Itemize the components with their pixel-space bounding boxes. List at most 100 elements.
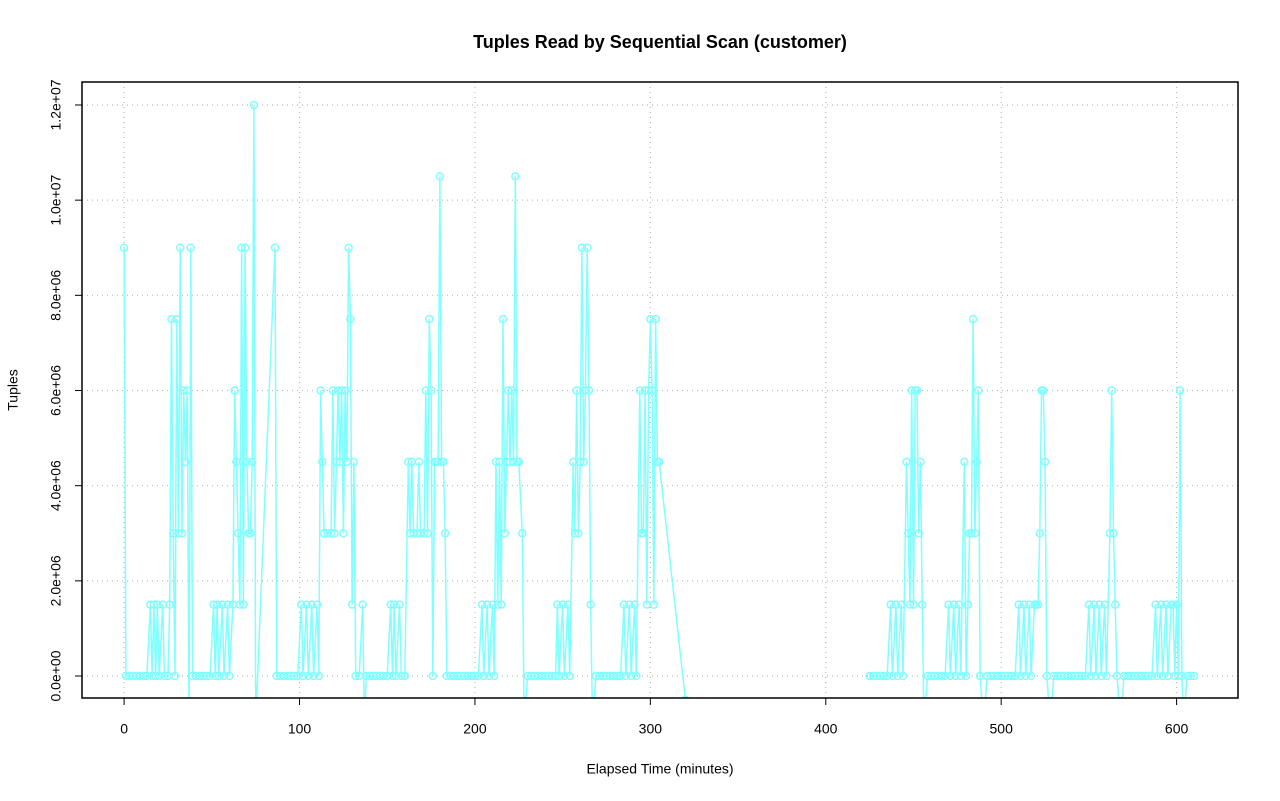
data-point (500, 529, 510, 538)
y-axis-label: Tuples (5, 369, 21, 411)
data-point (397, 671, 406, 681)
data-point (496, 600, 506, 609)
data-point (893, 671, 902, 681)
data-point (344, 243, 353, 252)
data-point (293, 671, 303, 681)
data-point (616, 671, 625, 681)
data-point (297, 600, 306, 609)
data-point (379, 671, 388, 681)
data-point (518, 529, 527, 538)
data-point (647, 386, 657, 395)
data-point (940, 671, 950, 681)
data-point (242, 457, 252, 467)
plot-area (119, 100, 1199, 727)
data-point (1186, 671, 1195, 681)
data-point (1095, 600, 1104, 609)
data-point (474, 671, 483, 681)
data-point (582, 243, 592, 252)
data-point (1084, 600, 1094, 609)
data-point (507, 386, 517, 395)
data-point (419, 529, 429, 538)
data-point (646, 314, 655, 324)
data-point (916, 457, 925, 467)
data-point (484, 671, 494, 681)
data-point (252, 720, 259, 727)
data-point (237, 243, 246, 252)
data-point (212, 600, 222, 609)
data-point (1158, 671, 1167, 681)
data-point (584, 386, 594, 395)
data-point (439, 457, 448, 467)
data-point (154, 671, 164, 681)
data-point (509, 457, 518, 467)
data-point (223, 600, 232, 609)
data-point (489, 671, 499, 681)
data-point (1153, 671, 1162, 681)
data-point (235, 600, 245, 609)
data-point (491, 457, 501, 467)
data-point (579, 457, 588, 467)
data-point (177, 529, 187, 538)
data-point (332, 457, 341, 467)
data-point (477, 600, 487, 609)
data-point (174, 529, 183, 538)
data-point (249, 100, 259, 110)
data-point (470, 671, 480, 681)
data-point (917, 600, 927, 609)
data-point (168, 529, 178, 538)
data-point (421, 386, 431, 395)
data-point (575, 457, 585, 467)
data-point (644, 386, 653, 395)
data-point (1151, 600, 1160, 609)
data-point (1096, 671, 1106, 681)
data-point (1100, 600, 1109, 609)
data-point (1047, 720, 1054, 727)
data-point (521, 720, 528, 727)
data-point (586, 600, 595, 609)
data-point (954, 600, 964, 609)
data-point (944, 600, 953, 609)
data-point (318, 457, 327, 467)
data-point (968, 314, 978, 324)
chart-title: Tuples Read by Sequential Scan (customer… (473, 32, 847, 52)
data-point (972, 457, 981, 467)
data-point (309, 671, 318, 681)
data-point (681, 695, 690, 698)
data-point (1026, 671, 1036, 681)
data-point (1089, 600, 1099, 609)
data-point (1144, 671, 1153, 681)
x-tick-label: 400 (814, 721, 838, 737)
data-point (896, 600, 906, 609)
data-point (909, 600, 918, 609)
y-tick-label: 1.0e+07 (48, 174, 64, 225)
data-point (912, 386, 922, 395)
data-point (504, 386, 513, 395)
data-point (361, 720, 368, 727)
data-point (572, 386, 581, 395)
data-point (328, 386, 338, 395)
data-point (898, 671, 908, 681)
data-point (179, 386, 188, 395)
data-point (488, 600, 497, 609)
data-point (160, 671, 169, 681)
data-point (307, 600, 317, 609)
data-point (172, 314, 181, 324)
data-point (232, 457, 241, 467)
data-point (1016, 671, 1025, 681)
data-point (577, 243, 587, 252)
data-point (612, 671, 622, 681)
data-point (905, 600, 915, 609)
data-point (626, 671, 636, 681)
data-point (1156, 600, 1166, 609)
y-tick-label: 1.2e+07 (48, 79, 64, 130)
data-point (435, 172, 445, 181)
data-point (558, 600, 567, 609)
data-point (921, 720, 928, 727)
data-point (554, 671, 564, 681)
data-point (302, 600, 311, 609)
data-point (167, 314, 176, 324)
data-point (314, 671, 324, 681)
data-point (639, 529, 648, 538)
data-point (511, 172, 520, 181)
